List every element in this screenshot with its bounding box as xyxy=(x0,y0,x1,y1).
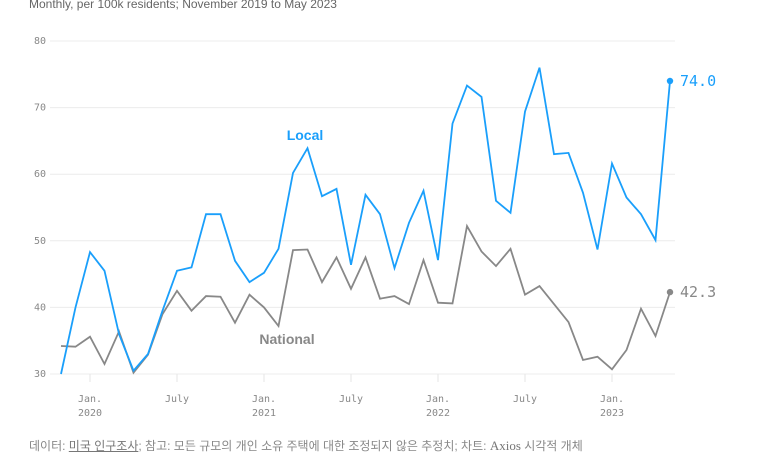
data-prefix: 데이터: xyxy=(29,439,69,453)
y-tick-label: 60 xyxy=(34,169,46,180)
brand-text: Axios xyxy=(489,438,521,453)
footer-note: ; 참고: 모든 규모의 개인 소유 주택에 대한 조정되지 않은 추정치; 차… xyxy=(138,439,490,453)
x-tick-year: 2020 xyxy=(78,408,102,419)
y-tick-label: 30 xyxy=(34,369,46,380)
x-tick-year: 2023 xyxy=(600,408,624,419)
x-tick-label: Jan. xyxy=(426,394,450,405)
x-tick-year: 2021 xyxy=(252,408,276,419)
series-label-national: National xyxy=(259,331,314,347)
x-tick-label: Jan. xyxy=(252,394,276,405)
chart-subtitle: Monthly, per 100k residents; November 20… xyxy=(29,0,337,11)
x-tick-year: 2022 xyxy=(426,408,450,419)
x-tick-label: July xyxy=(165,394,189,405)
source-link[interactable]: 미국 인구조사 xyxy=(68,439,139,453)
y-tick-label: 80 xyxy=(34,36,46,47)
x-tick-label: Jan. xyxy=(600,394,624,405)
y-tick-label: 40 xyxy=(34,302,46,313)
x-tick-label: Jan. xyxy=(78,394,102,405)
series-label-local: Local xyxy=(287,127,324,143)
chart-footer: 데이터: 미국 인구조사; 참고: 모든 규모의 개인 소유 주택에 대한 조정… xyxy=(29,437,583,454)
y-tick-label: 70 xyxy=(34,103,46,114)
footer-suffix: 시각적 개체 xyxy=(520,439,583,453)
end-point-marker xyxy=(666,77,674,85)
series-line-national xyxy=(60,223,671,375)
end-value-label: 42.3 xyxy=(680,283,716,301)
series-line-local xyxy=(60,67,671,375)
y-tick-label: 50 xyxy=(34,236,46,247)
x-tick-label: July xyxy=(339,394,363,405)
line-chart: 30 40 50 60 70 80 Jan. 2020 July Jan. 2021 July Jan.… xyxy=(34,36,716,419)
end-value-label: 74.0 xyxy=(680,72,716,90)
x-tick-label: July xyxy=(513,394,537,405)
end-point-marker xyxy=(666,288,674,296)
